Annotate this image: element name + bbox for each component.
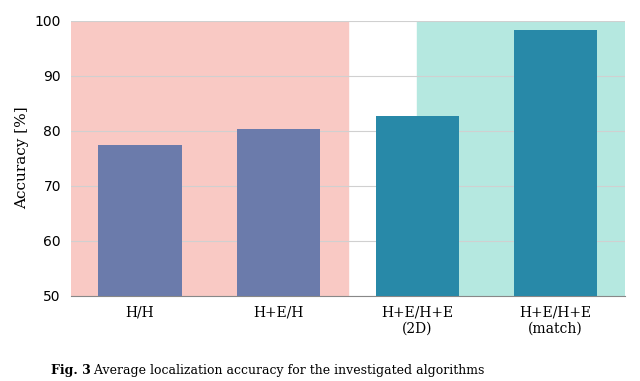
Y-axis label: Accuracy [%]: Accuracy [%]: [15, 107, 29, 210]
Bar: [376, 116, 459, 381]
Bar: [514, 30, 597, 381]
Bar: [417, 21, 640, 296]
Bar: [99, 145, 182, 381]
Bar: [70, 21, 348, 296]
Text: Fig. 3: Fig. 3: [51, 364, 91, 377]
Text: Average localization accuracy for the investigated algorithms: Average localization accuracy for the in…: [86, 364, 484, 377]
Bar: [237, 130, 320, 381]
